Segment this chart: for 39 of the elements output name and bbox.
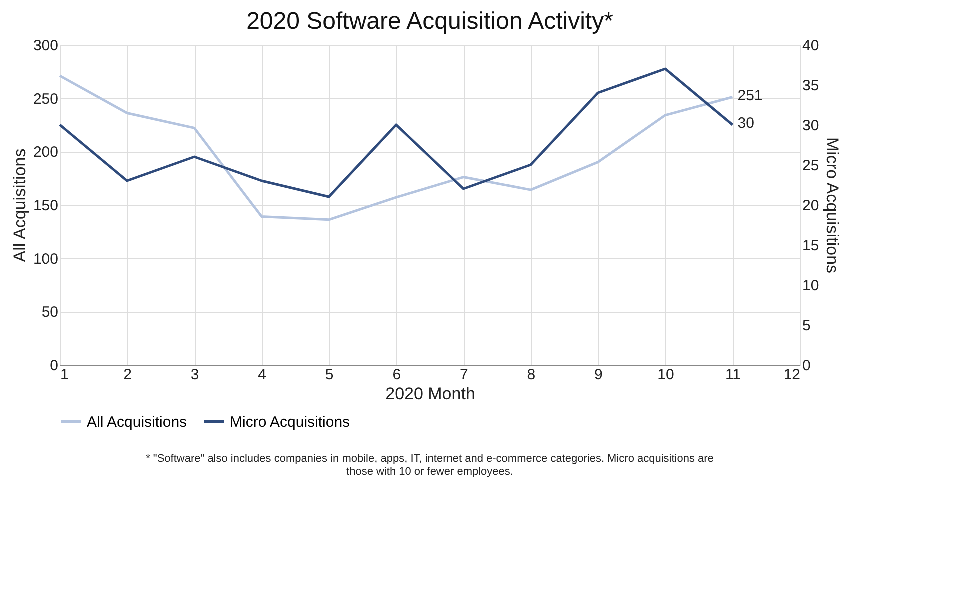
x-tick-label: 9 <box>594 366 603 384</box>
y2-tick-label: 20 <box>802 198 820 214</box>
line-series <box>58 74 734 222</box>
x-tick-label: 7 <box>460 366 468 384</box>
data-label: 251 <box>738 87 763 104</box>
y2-tick-label: 40 <box>802 38 820 54</box>
x-tick-label: 10 <box>658 366 674 384</box>
y2-axis-title: Micro Acquisitions <box>823 137 842 274</box>
x-tick-label: 4 <box>258 366 266 384</box>
y-tick-label: 0 <box>50 358 58 374</box>
x-tick-label: 1 <box>60 366 69 384</box>
y-tick-label: 150 <box>33 198 58 214</box>
y-axis-title: All Acquisitions <box>10 148 30 262</box>
legend-label: Micro Acquisitions <box>230 414 350 431</box>
x-tick-label: 3 <box>190 366 200 384</box>
y-tick-label: 250 <box>33 90 58 108</box>
y-tick-label: 200 <box>33 144 58 162</box>
y2-tick-label: 35 <box>802 78 820 94</box>
line-series <box>58 68 734 198</box>
x-tick-label: 2 <box>124 366 132 384</box>
chart-title: 2020 Software Acquisition Activity* <box>246 8 614 35</box>
x-tick-label: 8 <box>527 366 536 384</box>
data-label: 30 <box>738 115 754 132</box>
y-tick-label: 100 <box>33 250 58 268</box>
legend-label: All Acquisitions <box>87 414 188 431</box>
y2-tick-label: 25 <box>802 158 820 174</box>
y2-tick-label: 30 <box>802 118 820 134</box>
y-tick-label: 50 <box>42 304 58 322</box>
x-tick-label: 12 <box>784 366 800 384</box>
y2-tick-label: 0 <box>802 358 811 374</box>
text: * "Software" also includes companies in mobile, apps, IT, internet and e-commerce categories. Micro acquisitions are those with 10 or fewer employees. <box>146 453 714 478</box>
y2-tick-label: 15 <box>802 238 820 254</box>
y2-tick-label: 10 <box>802 278 820 294</box>
x-tick-label: 11 <box>725 366 742 384</box>
y-tick-label: 300 <box>33 38 58 54</box>
x-tick-label: 5 <box>325 366 334 384</box>
x-axis-title: 2020 Month <box>386 384 476 404</box>
x-tick-label: 6 <box>392 366 402 384</box>
y2-tick-label: 5 <box>802 318 811 334</box>
